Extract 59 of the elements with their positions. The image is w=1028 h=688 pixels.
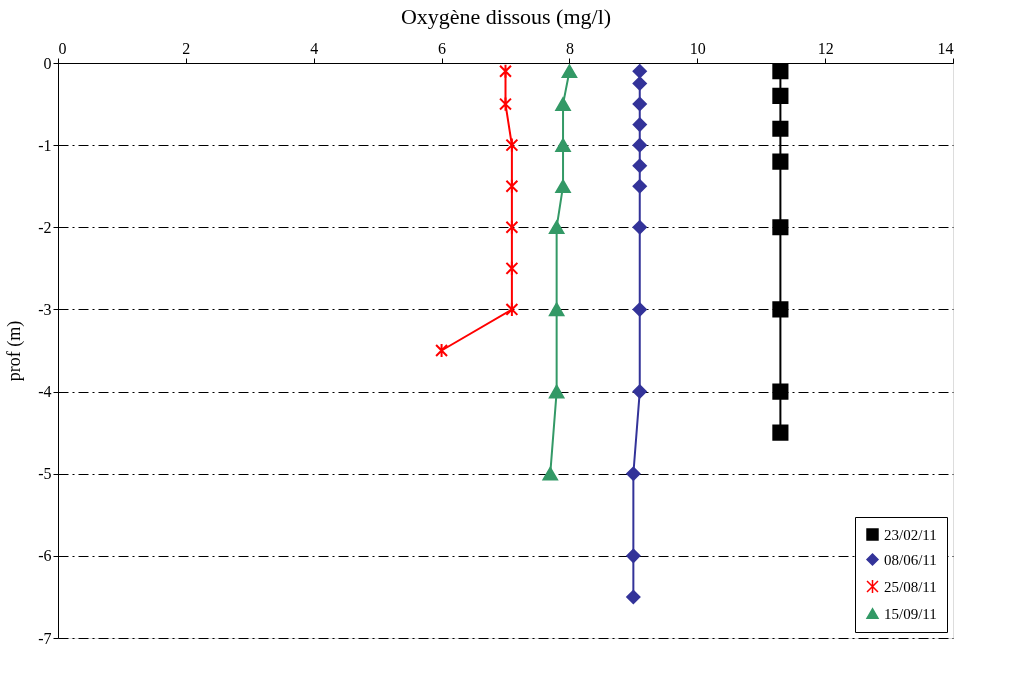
point bbox=[632, 76, 647, 91]
point bbox=[632, 96, 647, 112]
legend-label: 23/02/11 bbox=[884, 526, 937, 543]
point bbox=[499, 63, 512, 79]
point bbox=[561, 64, 578, 79]
y-tick-label: 0 bbox=[43, 54, 52, 72]
x-tick-label: 0 bbox=[58, 39, 67, 57]
y-tick-label: -2 bbox=[38, 218, 52, 236]
point bbox=[505, 178, 519, 194]
y-axis-title: prof (m) bbox=[4, 320, 26, 382]
y-tick-label: -1 bbox=[38, 136, 52, 154]
x-tick-label: 2 bbox=[182, 39, 191, 57]
x-tick-label: 14 bbox=[937, 39, 954, 57]
point bbox=[632, 302, 647, 317]
legend-label: 08/06/11 bbox=[884, 551, 937, 568]
point bbox=[548, 302, 565, 317]
point bbox=[632, 138, 647, 153]
y-tick-label: -6 bbox=[38, 547, 52, 565]
point bbox=[548, 220, 565, 235]
point bbox=[772, 383, 789, 400]
point bbox=[499, 96, 512, 112]
point bbox=[435, 342, 449, 359]
legend-label: 25/08/11 bbox=[884, 578, 937, 595]
point bbox=[632, 220, 647, 235]
point bbox=[505, 260, 519, 276]
point bbox=[772, 87, 789, 104]
point bbox=[555, 97, 571, 111]
point bbox=[632, 117, 647, 132]
x-tick-label: 6 bbox=[438, 39, 447, 57]
point bbox=[772, 153, 789, 170]
point bbox=[632, 158, 647, 173]
point bbox=[772, 424, 789, 441]
x-tick-label: 10 bbox=[689, 39, 706, 57]
x-tick-label: 8 bbox=[565, 39, 574, 57]
y-tick-label: -5 bbox=[38, 465, 52, 483]
x-axis-title: Oxygène dissous (mg/l) bbox=[400, 3, 612, 29]
point bbox=[505, 219, 519, 235]
point bbox=[542, 466, 558, 481]
point bbox=[548, 384, 565, 399]
point bbox=[632, 179, 647, 194]
x-tick-label: 4 bbox=[310, 39, 319, 57]
y-tick-label: -7 bbox=[38, 629, 52, 647]
point bbox=[505, 301, 519, 317]
x-tick-label: 12 bbox=[817, 39, 834, 57]
point bbox=[626, 589, 641, 605]
point bbox=[632, 64, 647, 79]
point bbox=[772, 120, 789, 137]
y-tick-label: -4 bbox=[38, 383, 52, 401]
point bbox=[772, 63, 789, 80]
point bbox=[632, 384, 647, 399]
legend-label: 15/09/11 bbox=[884, 605, 937, 622]
point bbox=[555, 179, 571, 194]
point bbox=[626, 466, 641, 481]
point bbox=[626, 548, 641, 563]
point bbox=[772, 301, 789, 318]
point bbox=[555, 138, 571, 152]
point bbox=[505, 137, 519, 153]
y-tick-label: -3 bbox=[38, 300, 52, 318]
point bbox=[772, 219, 789, 236]
